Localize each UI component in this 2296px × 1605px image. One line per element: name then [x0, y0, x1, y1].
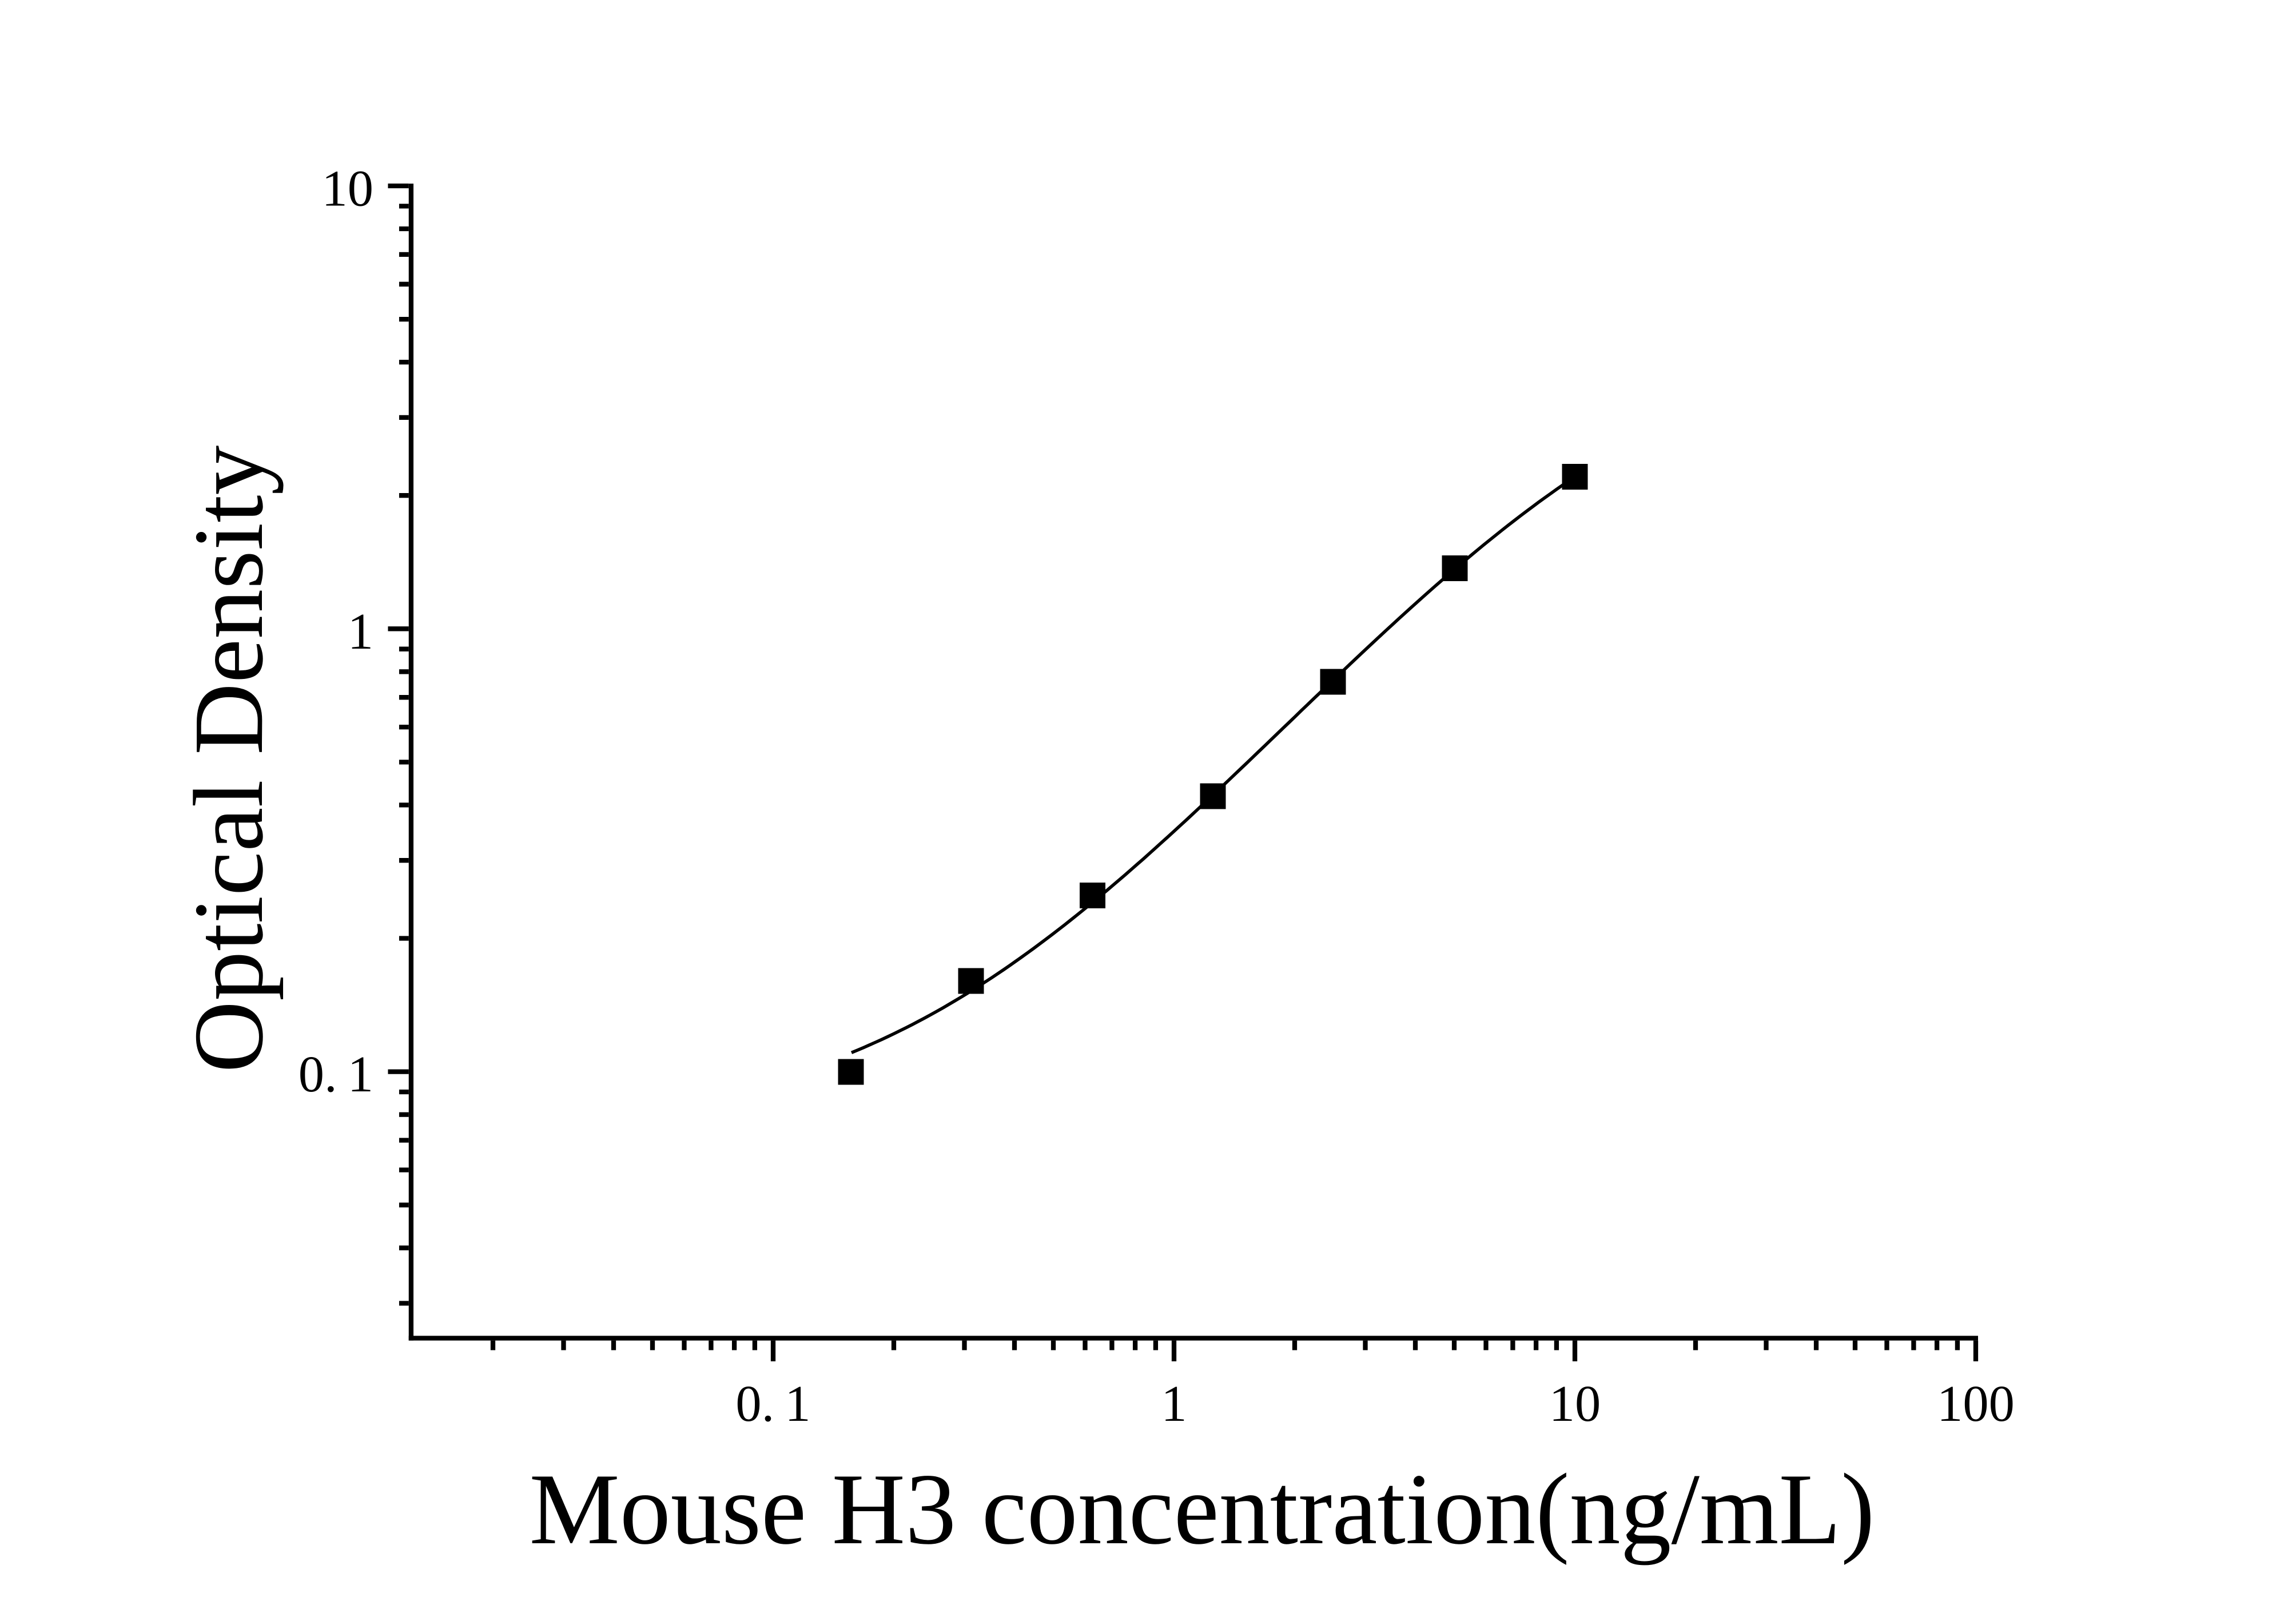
svg-text:0. 1: 0. 1: [299, 1045, 373, 1103]
svg-text:Mouse H3 concentration(ng/mL): Mouse H3 concentration(ng/mL): [530, 1452, 1875, 1566]
svg-text:1: 1: [348, 602, 373, 660]
svg-text:10: 10: [1549, 1374, 1601, 1432]
svg-text:100: 100: [1937, 1374, 2015, 1432]
svg-text:1: 1: [1161, 1374, 1187, 1432]
svg-text:Optical Density: Optical Density: [173, 446, 284, 1073]
svg-text:10: 10: [322, 160, 374, 217]
svg-text:0. 1: 0. 1: [735, 1374, 810, 1432]
